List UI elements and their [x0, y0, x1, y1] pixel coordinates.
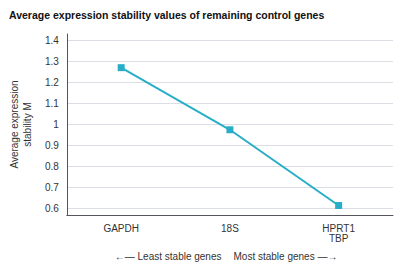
svg-text:1: 1	[53, 119, 59, 130]
svg-text:1.1: 1.1	[45, 98, 59, 109]
svg-text:Average expression: Average expression	[9, 80, 20, 168]
svg-text:1.2: 1.2	[45, 77, 59, 88]
svg-text:0.7: 0.7	[45, 182, 59, 193]
svg-text:1.3: 1.3	[45, 56, 59, 67]
svg-text:TBP: TBP	[329, 233, 349, 244]
svg-text:Average expression stability v: Average expression stability values of r…	[9, 9, 324, 21]
svg-text:HPRT1: HPRT1	[322, 222, 355, 234]
svg-text:GAPDH: GAPDH	[103, 223, 139, 234]
svg-text:1.4: 1.4	[45, 35, 59, 46]
svg-text:0.8: 0.8	[45, 161, 59, 172]
svg-text:18S: 18S	[221, 223, 239, 234]
svg-text:stability M: stability M	[22, 102, 33, 146]
svg-text:Most stable genes —→: Most stable genes —→	[234, 251, 338, 262]
svg-text:0.6: 0.6	[45, 203, 59, 214]
svg-text:0.9: 0.9	[45, 140, 59, 151]
svg-text:←— Least stable genes: ←— Least stable genes	[115, 251, 222, 262]
